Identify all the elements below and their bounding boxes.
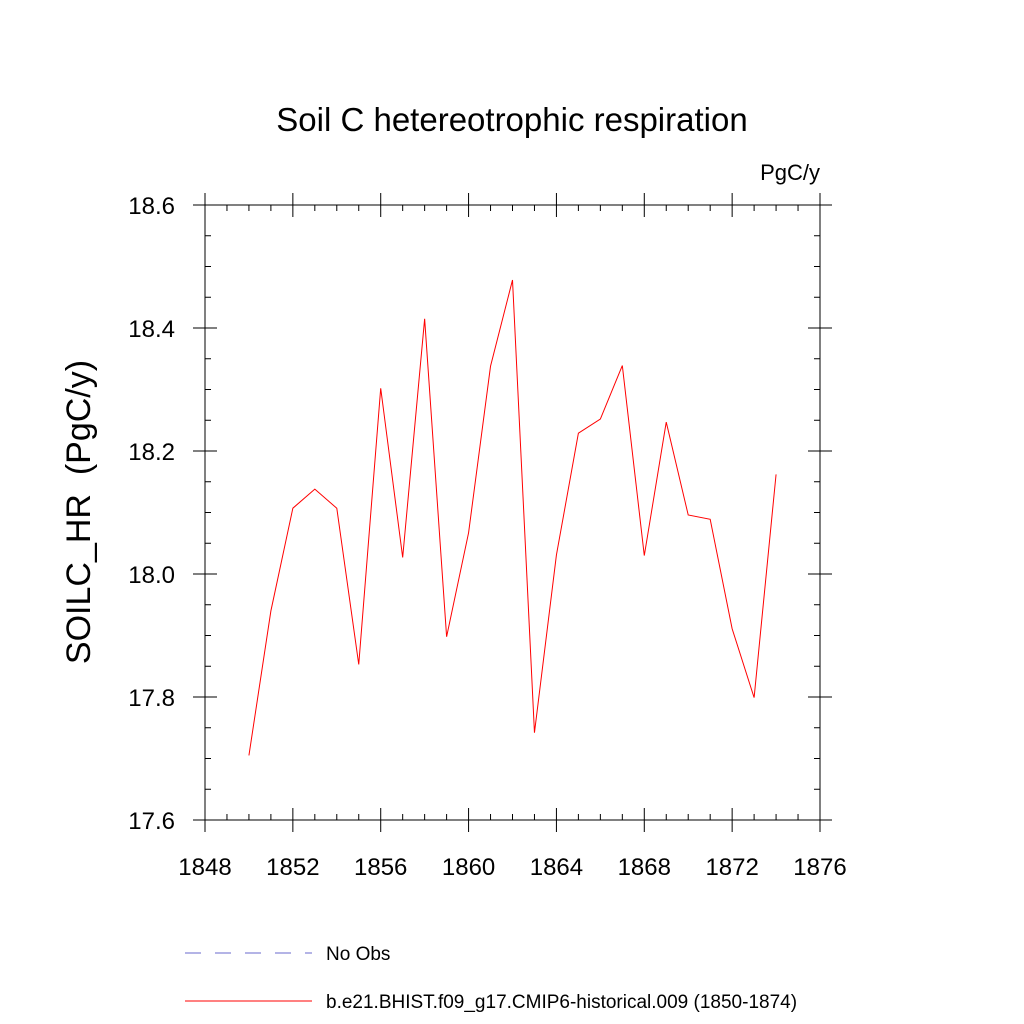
legend-label: No Obs [326, 944, 390, 965]
series-line [248, 279, 777, 756]
series-group [248, 279, 777, 756]
y-tick-label: 18.2 [128, 439, 175, 466]
y-tick-label: 17.6 [128, 808, 175, 835]
x-tick-label: 1868 [618, 854, 671, 881]
plot-frame [204, 204, 821, 821]
y-axis: 17.6 17.8 18.0 18.2 18.4 18.6 [128, 193, 832, 835]
y-tick-label: 18.0 [128, 562, 175, 589]
legend-label: b.e21.BHIST.f09_g17.CMIP6-historical.009… [326, 992, 797, 1013]
legend: No Obs b.e21.BHIST.f09_g17.CMIP6-historic… [185, 944, 797, 1013]
x-axis: 1848 1852 1856 1860 1864 1868 1872 1876 [178, 193, 847, 881]
y-axis-label: SOILC_HR (PgC/y) [60, 360, 98, 664]
x-tick-label: 1852 [266, 854, 319, 881]
x-tick-label: 1872 [705, 854, 758, 881]
y-tick-label: 18.4 [128, 316, 175, 343]
units-label: PgC/y [760, 160, 820, 185]
x-tick-label: 1856 [354, 854, 407, 881]
plot-frame-border [204, 204, 821, 821]
x-tick-label: 1864 [530, 854, 583, 881]
x-tick-label: 1860 [442, 854, 495, 881]
y-tick-label: 17.8 [128, 685, 175, 712]
x-tick-label: 1876 [793, 854, 846, 881]
chart-title: Soil C hetereotrophic respiration [276, 101, 747, 138]
x-tick-label: 1848 [178, 854, 231, 881]
y-tick-label: 18.6 [128, 193, 175, 220]
